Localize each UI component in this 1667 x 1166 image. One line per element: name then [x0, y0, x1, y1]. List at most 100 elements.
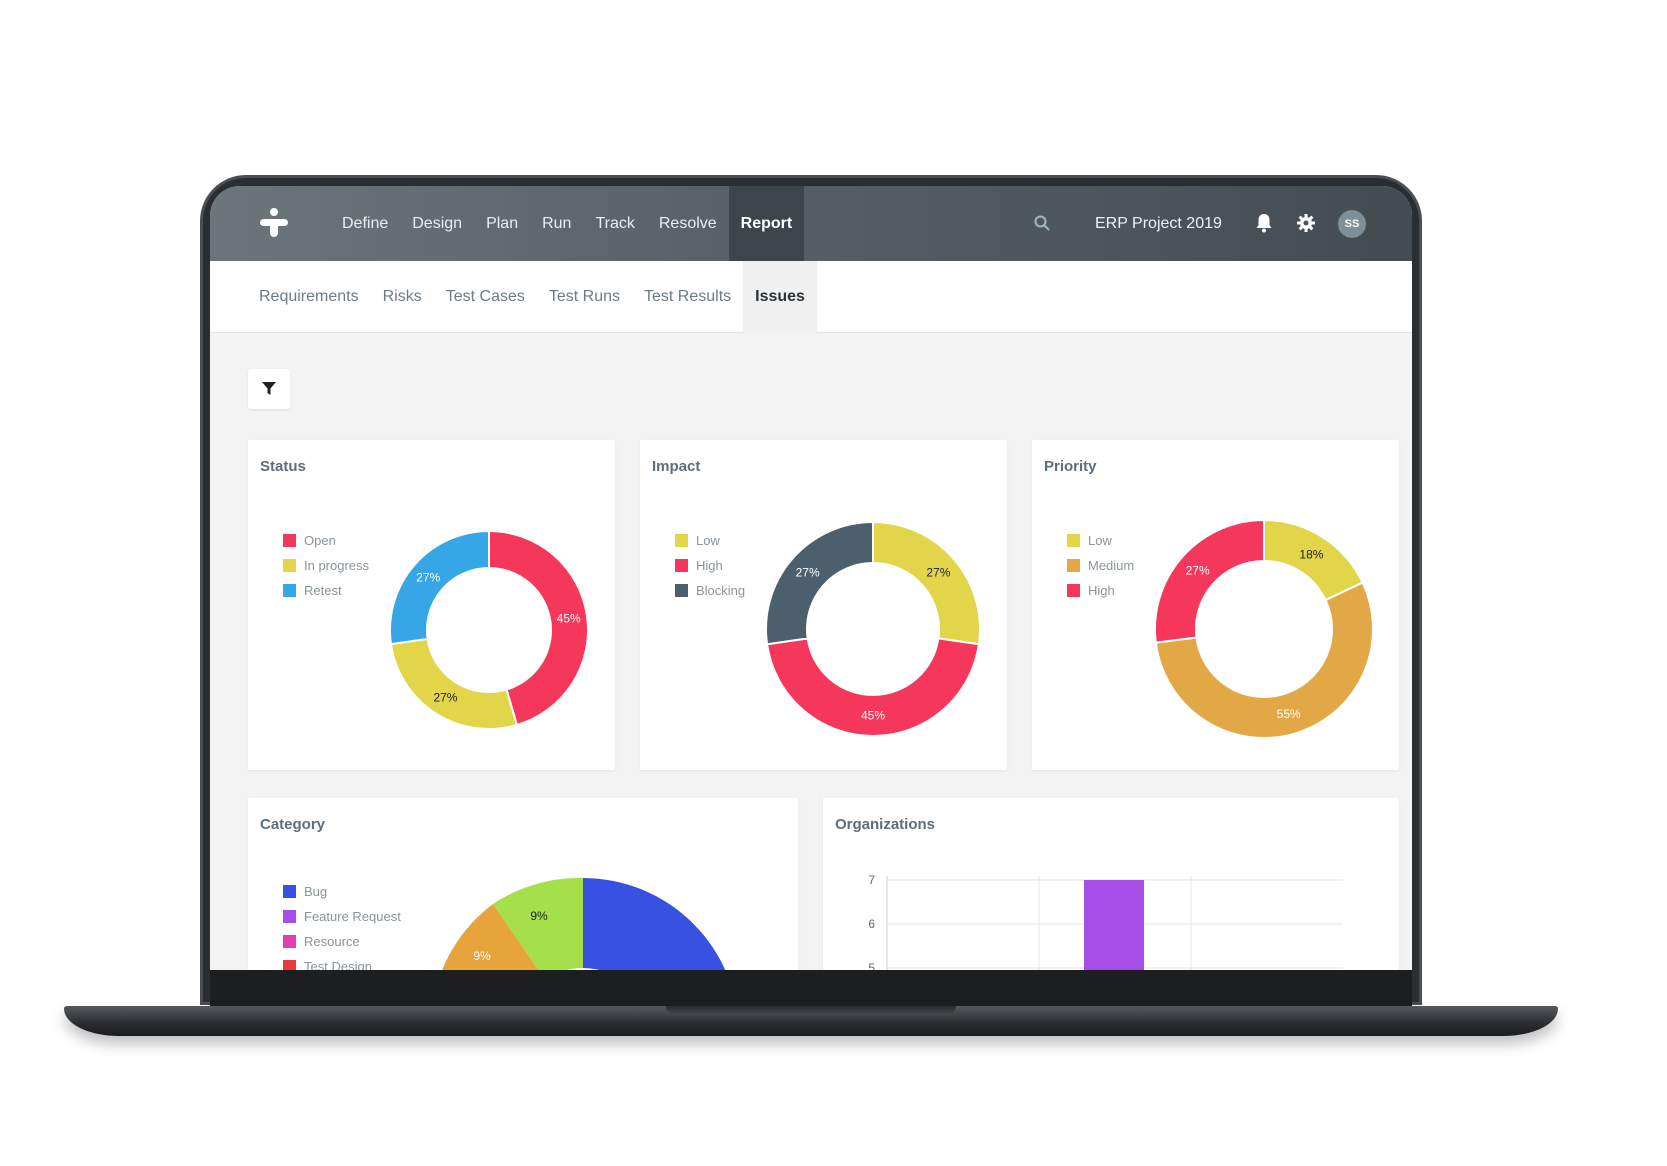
legend-label: Low	[1088, 533, 1112, 548]
donut-slice[interactable]	[488, 531, 588, 727]
status-donut-chart: 45% 27% 27%	[390, 531, 588, 729]
impact-card-title: Impact	[652, 458, 701, 475]
tab-requirements[interactable]: Requirements	[259, 287, 359, 305]
nav-plan[interactable]: Plan	[486, 215, 519, 232]
legend-swatch	[1067, 534, 1080, 547]
legend-swatch	[283, 559, 296, 572]
donut-slice[interactable]	[1155, 581, 1373, 738]
legend-label: In progress	[304, 558, 370, 573]
legend-label: Feature Request	[304, 909, 401, 924]
organizations-bar	[1084, 880, 1144, 970]
category-slice-label: 9%	[530, 909, 548, 923]
category-card: Category Bug Feature Request Resource Te…	[248, 798, 798, 970]
donut-slice[interactable]	[872, 522, 980, 646]
search-icon[interactable]	[1033, 214, 1051, 232]
category-slice-label: 9%	[473, 949, 491, 963]
top-navigation-bar: Define Design Plan Run Track Resolve Rep…	[210, 186, 1412, 261]
legend-item[interactable]: Open	[283, 528, 369, 553]
nav-run[interactable]: Run	[542, 215, 572, 232]
impact-legend: Low High Blocking	[675, 528, 745, 603]
nav-design[interactable]: Design	[412, 215, 463, 232]
legend-item[interactable]: Feature Request	[283, 904, 401, 929]
filter-icon	[262, 382, 276, 395]
legend-label: Low	[696, 533, 720, 548]
legend-label: Blocking	[696, 583, 746, 598]
donut-slice[interactable]	[766, 522, 874, 646]
tab-risks[interactable]: Risks	[382, 287, 422, 305]
donut-slice[interactable]	[390, 637, 519, 729]
priority-card-title: Priority	[1044, 458, 1097, 475]
app-logo-icon[interactable]	[258, 208, 290, 238]
tab-test-results[interactable]: Test Results	[644, 287, 732, 305]
y-tick-label: 6	[868, 917, 875, 931]
legend-swatch	[1067, 584, 1080, 597]
laptop-notch	[666, 1006, 956, 1015]
donut-slice-label: 55%	[1277, 707, 1301, 721]
legend-item[interactable]: In progress	[283, 553, 369, 578]
legend-item[interactable]: High	[1067, 578, 1134, 603]
category-slice-orange	[442, 904, 539, 970]
category-card-title: Category	[260, 816, 326, 833]
nav-resolve[interactable]: Resolve	[658, 215, 717, 232]
status-legend: Open In progress Retest	[283, 528, 369, 603]
donut-slice-label: 45%	[861, 709, 885, 723]
legend-label: Open	[304, 533, 336, 548]
legend-item[interactable]: Low	[1067, 528, 1134, 553]
project-selector[interactable]: ERP Project 2019	[1095, 215, 1222, 232]
organizations-bar-chart: 7 6 5	[868, 873, 1343, 970]
donut-slice[interactable]	[1155, 520, 1265, 644]
laptop-base	[64, 1006, 1558, 1036]
nav-report[interactable]: Report	[728, 186, 805, 261]
legend-swatch	[675, 559, 688, 572]
legend-item[interactable]: Blocking	[675, 578, 745, 603]
impact-donut-chart: 27% 45% 27%	[766, 522, 980, 736]
screen-bezel	[210, 970, 1412, 1006]
status-card-title: Status	[260, 458, 306, 475]
donut-slice-label: 27%	[1186, 563, 1210, 577]
legend-item[interactable]: Medium	[1067, 553, 1134, 578]
legend-label: Retest	[304, 583, 342, 598]
donut-slice-label: 27%	[416, 570, 440, 584]
legend-item[interactable]: Retest	[283, 578, 369, 603]
donut-slice[interactable]	[390, 531, 490, 646]
y-tick-label: 7	[868, 873, 875, 887]
legend-item[interactable]: Test Design	[283, 954, 401, 970]
screen: Define Design Plan Run Track Resolve Rep…	[210, 186, 1412, 970]
legend-label: High	[696, 558, 723, 573]
legend-swatch	[283, 885, 296, 898]
donut-slice-label: 27%	[926, 565, 950, 579]
priority-legend: Low Medium High	[1067, 528, 1134, 603]
legend-label: Resource	[304, 934, 360, 949]
legend-swatch	[1067, 559, 1080, 572]
legend-label: Medium	[1088, 558, 1135, 573]
bell-icon[interactable]	[1255, 213, 1273, 233]
nav-define[interactable]: Define	[342, 215, 389, 232]
organizations-card: Organizations 7 6 5	[823, 798, 1399, 970]
donut-slice-label: 45%	[557, 612, 581, 626]
priority-donut-chart: 18% 55% 27%	[1155, 520, 1373, 738]
donut-slice[interactable]	[766, 637, 980, 736]
donut-slice-label: 27%	[796, 565, 820, 579]
legend-item[interactable]: Resource	[283, 929, 401, 954]
legend-swatch	[283, 960, 296, 970]
donut-slice-label: 18%	[1299, 547, 1323, 561]
legend-swatch	[283, 910, 296, 923]
user-avatar[interactable]: SS	[1338, 210, 1366, 238]
legend-item[interactable]: Low	[675, 528, 745, 553]
nav-track[interactable]: Track	[595, 215, 635, 232]
legend-swatch	[675, 584, 688, 597]
priority-card: Priority Low Medium High 18% 55% 27%	[1032, 440, 1399, 770]
category-legend: Bug Feature Request Resource Test Design	[283, 879, 401, 970]
gear-icon[interactable]	[1296, 213, 1316, 233]
legend-label: Bug	[304, 884, 328, 899]
legend-item[interactable]: High	[675, 553, 745, 578]
category-donut-chart: 9% 9%	[442, 878, 726, 970]
tab-test-cases[interactable]: Test Cases	[445, 287, 525, 305]
category-slice-bug	[583, 878, 726, 970]
tab-test-runs[interactable]: Test Runs	[548, 287, 620, 305]
legend-swatch	[283, 584, 296, 597]
organizations-card-title: Organizations	[835, 816, 936, 833]
legend-item[interactable]: Bug	[283, 879, 401, 904]
filter-button[interactable]	[248, 369, 290, 409]
tab-issues[interactable]: Issues	[743, 260, 817, 333]
